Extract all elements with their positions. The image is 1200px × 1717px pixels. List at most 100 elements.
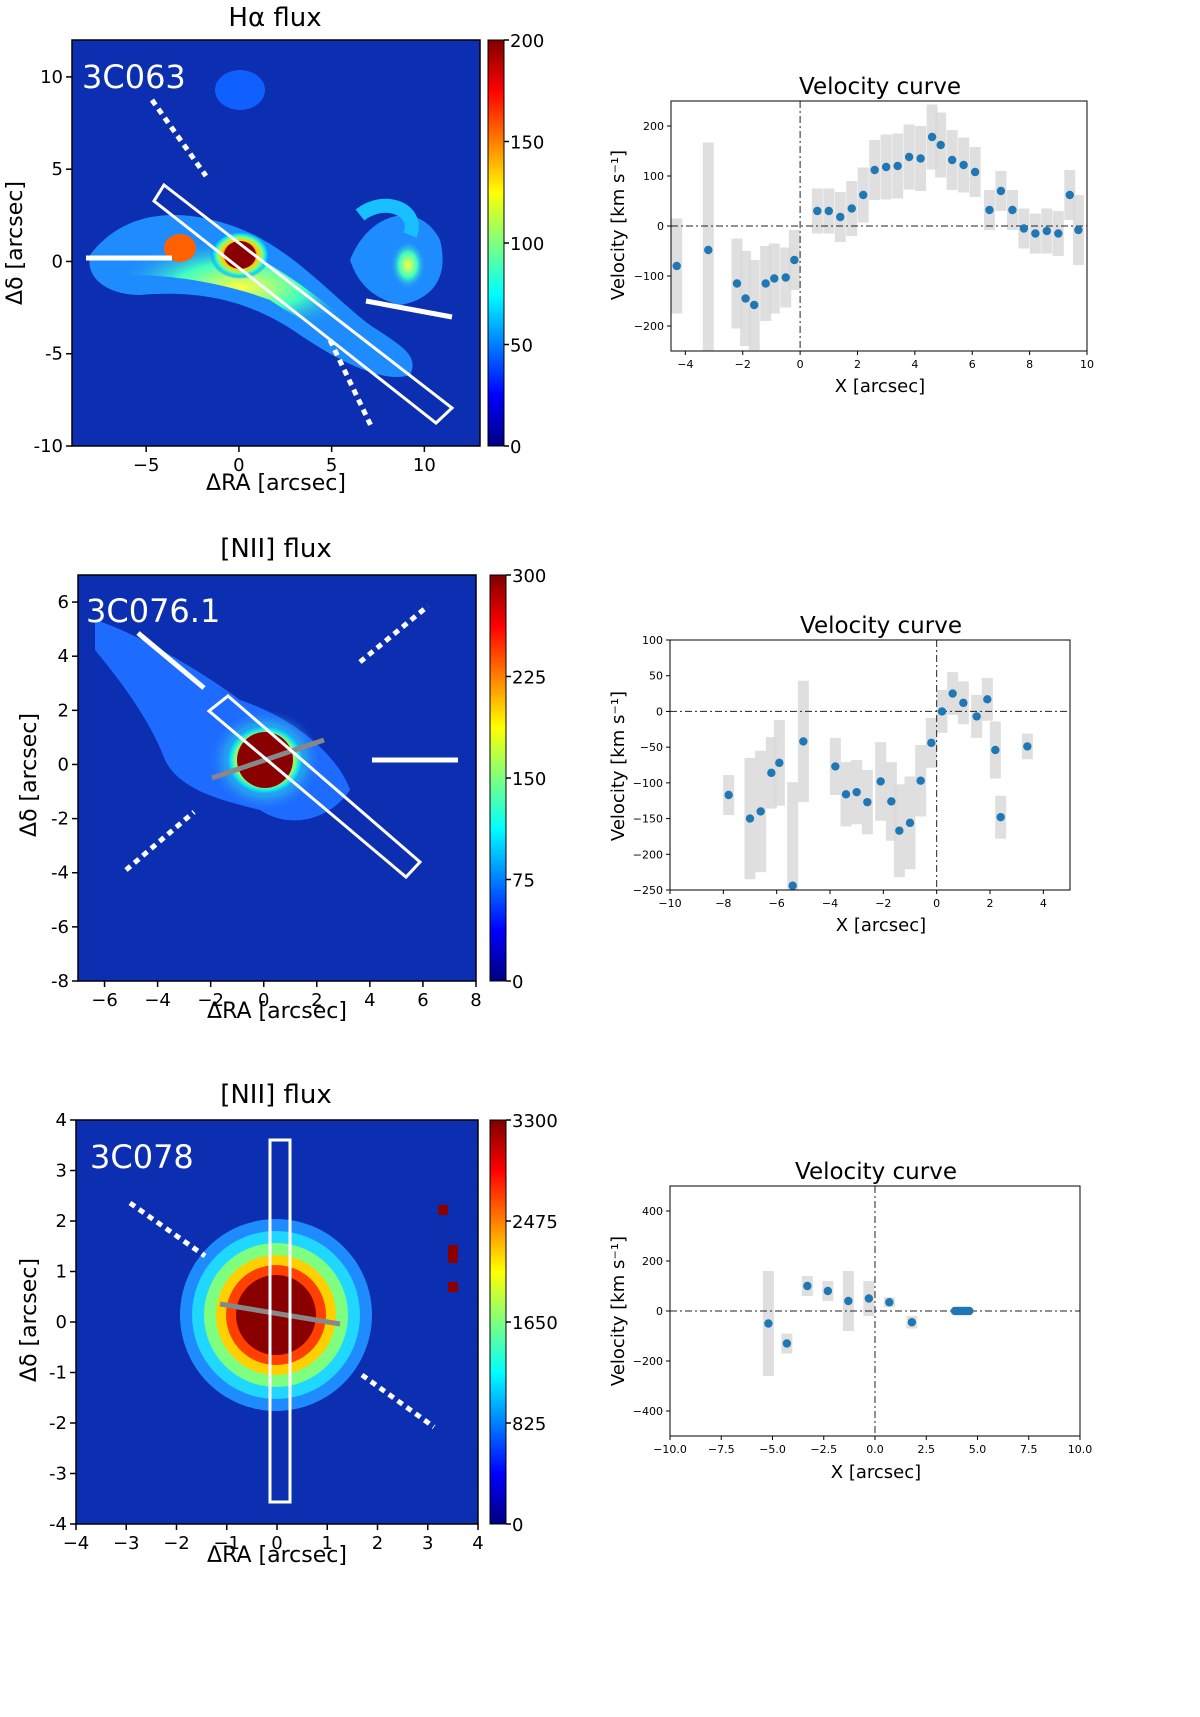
x-tick-label: −8 — [715, 897, 731, 910]
x-tick-label: −6 — [91, 990, 118, 1011]
map-axis-ticks: −4 −3 −2 −1 0 1 2 3 4 4 3 2 1 0 -1 -2 -3 -4 — [49, 1110, 484, 1554]
map-ylabel: Δδ [arcsec] — [17, 1258, 42, 1382]
x-tick-label: 0 — [258, 990, 269, 1011]
colorbar-tick-label: 150 — [510, 133, 544, 154]
x-tick-label: −4 — [822, 897, 838, 910]
data-point — [870, 165, 879, 175]
data-point — [803, 1281, 812, 1291]
colorbar-tick-label: 2475 — [512, 1212, 558, 1233]
data-point — [1019, 224, 1029, 233]
map-xlabel: ΔRA [arcsec] — [207, 999, 347, 1024]
map-ylabel: Δδ [arcsec] — [17, 713, 42, 837]
data-point — [904, 152, 914, 162]
x-tick-label: 1 — [322, 1533, 333, 1554]
data-point — [959, 698, 968, 708]
map-axis-ticks: −6 −4 −2 0 2 4 6 8 6 4 2 0 -2 -4 -6 -8 — [51, 592, 482, 1011]
x-tick-label: −3 — [113, 1533, 140, 1554]
x-tick-label: 7.5 — [1020, 1443, 1038, 1456]
data-point — [841, 790, 851, 799]
y-tick-label: 0 — [656, 1305, 663, 1318]
y-tick-label: 0 — [656, 705, 663, 718]
y-tick-label: 3 — [56, 1161, 67, 1182]
plot-area — [670, 640, 1070, 890]
data-point — [1023, 742, 1032, 751]
colorbar — [489, 1119, 507, 1525]
x-tick-label: 0.0 — [866, 1443, 884, 1456]
dotted-axis-line — [358, 604, 430, 664]
x-tick-label: −4 — [144, 990, 171, 1011]
velocity-chart-2: Velocity curve X [arcsec] Velocity [km s… — [608, 613, 1071, 936]
map-panel-2: [NII] flux 3C076.1 −6 −4 −2 0 2 4 6 8 6 4 2 0 -2 -4 -6… — [17, 534, 546, 1024]
y-tick-label: 4 — [56, 1110, 67, 1131]
y-tick-label: -1 — [49, 1363, 67, 1384]
data-point — [741, 294, 750, 303]
data-point — [750, 300, 759, 310]
data-point — [905, 818, 915, 828]
gray-axis-line — [219, 1301, 341, 1327]
data-point — [983, 695, 992, 704]
x-tick-label: 2.5 — [918, 1443, 936, 1456]
x-tick-label: 10 — [1080, 358, 1094, 371]
x-tick-label: −5 — [133, 455, 160, 476]
y-tick-label: 200 — [643, 120, 664, 133]
colorbar-tick-label: 825 — [512, 1414, 546, 1435]
map-frame — [71, 39, 481, 447]
colorbar — [489, 574, 507, 982]
data-point — [859, 190, 868, 200]
colorbar-tick-label: 1650 — [512, 1313, 558, 1334]
chart-xlabel: X [arcsec] — [835, 376, 925, 397]
map-frame — [77, 574, 477, 982]
y-tick-label: 4 — [58, 646, 69, 667]
y-tick-label: −400 — [633, 1405, 663, 1418]
y-tick-label: 0 — [56, 1312, 67, 1333]
map-title: [NII] flux — [220, 534, 332, 564]
y-tick-label: −200 — [634, 320, 664, 333]
data-point — [895, 826, 904, 835]
data-point — [893, 161, 902, 171]
x-tick-label: −2 — [735, 358, 751, 371]
y-tick-label: −200 — [633, 1355, 663, 1368]
y-tick-label: -2 — [49, 1413, 67, 1434]
x-tick-label: 0 — [271, 1533, 282, 1554]
y-tick-label: 50 — [649, 670, 663, 683]
y-tick-label: −150 — [633, 813, 663, 826]
data-point — [885, 1298, 894, 1307]
plot-area — [671, 101, 1087, 351]
chart-ylabel: Velocity [km s⁻¹] — [608, 1236, 629, 1386]
data-point — [864, 1294, 874, 1303]
data-point — [767, 768, 776, 778]
x-tick-label: −2 — [163, 1533, 190, 1554]
data-point — [916, 776, 925, 785]
x-tick-label: 5 — [326, 455, 337, 476]
colorbar-ticks: 3300 2475 1650 825 0 — [506, 1111, 558, 1536]
data-point — [790, 255, 799, 265]
slit-box — [206, 694, 423, 880]
x-tick-label: 2 — [987, 897, 994, 910]
data-point — [936, 140, 945, 150]
slit-box — [268, 1138, 292, 1504]
y-tick-label: -2 — [51, 809, 69, 830]
data-point — [1054, 229, 1063, 238]
colorbar-tick-label: 200 — [510, 31, 544, 52]
colorbar-ticks: 200 150 100 50 0 — [504, 31, 544, 458]
y-tick-label: 200 — [642, 1255, 663, 1268]
x-tick-label: 8 — [1026, 358, 1033, 371]
y-tick-label: 6 — [58, 592, 69, 613]
data-point — [1008, 205, 1017, 215]
data-point — [852, 787, 861, 797]
chart-title: Velocity curve — [795, 1159, 957, 1185]
colorbar-tick-label: 0 — [510, 437, 521, 458]
velocity-chart-1: Velocity curve X [arcsec] Velocity [km s… — [608, 74, 1094, 397]
colorbar-tick-label: 0 — [512, 972, 523, 993]
x-tick-label: −2 — [875, 897, 891, 910]
map-xlabel: ΔRA [arcsec] — [207, 1543, 347, 1568]
chart-xlabel: X [arcsec] — [836, 915, 926, 936]
data-point — [996, 812, 1005, 822]
data-point — [844, 1296, 853, 1306]
data-point — [756, 807, 765, 816]
y-tick-label: -4 — [51, 863, 69, 884]
x-tick-label: −7.5 — [708, 1443, 735, 1456]
x-tick-label: 5.0 — [969, 1443, 987, 1456]
source-label: 3C076.1 — [86, 592, 220, 630]
